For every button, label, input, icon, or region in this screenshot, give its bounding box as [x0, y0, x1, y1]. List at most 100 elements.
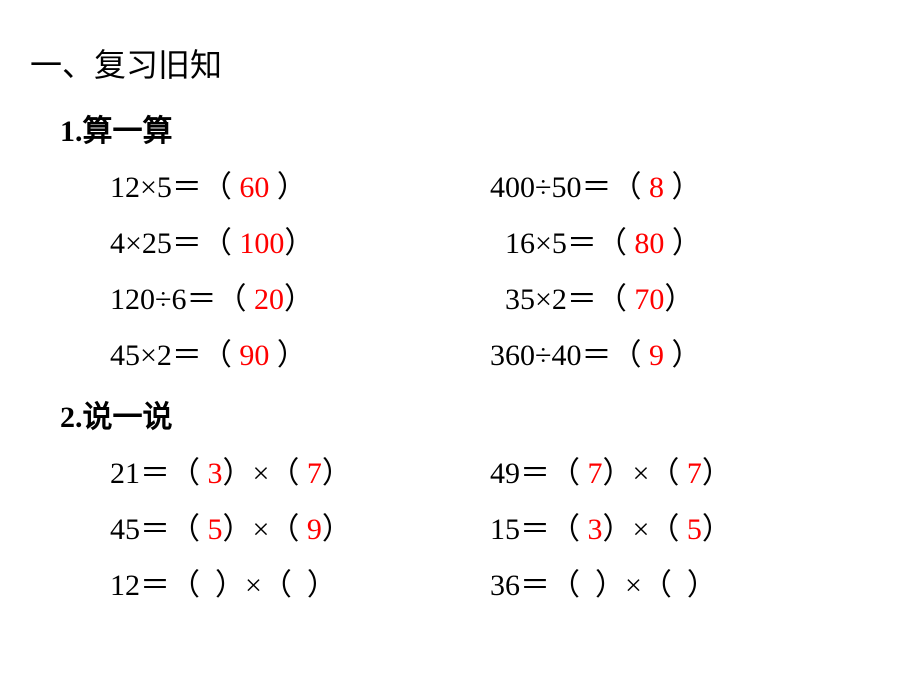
paren-open: （	[202, 171, 232, 204]
multiply: ×	[253, 457, 270, 490]
paren-open: （	[611, 171, 641, 204]
paren-close: ）	[307, 569, 337, 602]
paren-close: ）	[595, 569, 625, 602]
calc-left-4: 45×2＝（ 90 ）	[110, 330, 490, 374]
factor-right-1: 49＝（ 7）×（ 7）	[490, 448, 732, 492]
multiply: ×	[245, 569, 262, 602]
multiply: ×	[633, 457, 650, 490]
paren-close: ）	[672, 227, 702, 260]
factor-right-3: 36＝（ ）×（ ）	[490, 560, 717, 604]
answer: 70	[634, 283, 664, 316]
paren-close: ）	[687, 569, 717, 602]
expr: 45×2＝	[110, 339, 202, 372]
paren-close: ）	[322, 457, 352, 490]
calc-row-1: 12×5＝（ 60 ） 400÷50＝（ 8 ）	[110, 162, 890, 206]
paren-open: （	[642, 569, 672, 602]
paren-open: （	[649, 513, 679, 546]
paren-close: ）	[277, 171, 307, 204]
multiply: ×	[253, 513, 270, 546]
calc-left-1: 12×5＝（ 60 ）	[110, 162, 490, 206]
paren-open: （	[597, 283, 627, 316]
expr: 12×5＝	[110, 171, 202, 204]
answer-a: 3	[588, 513, 603, 546]
factor-left-3: 12＝（ ）×（ ）	[110, 560, 490, 604]
paren-open: （	[550, 569, 580, 602]
expr: 4×25＝	[110, 227, 202, 260]
calc-row-4: 45×2＝（ 90 ） 360÷40＝（ 9 ）	[110, 330, 890, 374]
answer-b: 5	[687, 513, 702, 546]
num: 45＝	[110, 513, 170, 546]
factor-row-2: 45＝（ 5）×（ 9） 15＝（ 3）×（ 5）	[110, 504, 890, 548]
factor-left-1: 21＝（ 3）×（ 7）	[110, 448, 490, 492]
paren-open: （	[550, 513, 580, 546]
calc-row-3: 120÷6＝（ 20） 35×2＝（ 70）	[110, 274, 890, 318]
paren-open: （	[597, 227, 627, 260]
paren-close: ）	[671, 339, 701, 372]
paren-open: （	[202, 227, 232, 260]
factor-row-3: 12＝（ ）×（ ） 36＝（ ）×（ ）	[110, 560, 890, 604]
answer: 9	[649, 339, 664, 372]
num: 36＝	[490, 569, 550, 602]
answer: 100	[239, 227, 284, 260]
answer-a: 7	[588, 457, 603, 490]
paren-open: （	[550, 457, 580, 490]
subsection-2-title: 2.说一说	[60, 392, 890, 436]
paren-open: （	[649, 457, 679, 490]
section-title: 一、复习旧知	[30, 40, 890, 86]
paren-open: （	[170, 569, 200, 602]
num: 49＝	[490, 457, 550, 490]
expr: 360÷40＝	[490, 339, 611, 372]
calc-left-3: 120÷6＝（ 20）	[110, 274, 490, 318]
paren-close: ）	[671, 171, 701, 204]
paren-open: （	[170, 513, 200, 546]
expr: 35×2＝	[505, 283, 597, 316]
answer-b: 7	[687, 457, 702, 490]
subsection-2: 2.说一说 21＝（ 3）×（ 7） 49＝（ 7）×（ 7） 45＝（ 5）×…	[60, 392, 890, 604]
paren-open: （	[216, 283, 246, 316]
answer-a: 5	[208, 513, 223, 546]
paren-close: ）	[702, 513, 732, 546]
calc-right-2: 16×5＝（ 80 ）	[490, 218, 702, 262]
paren-open: （	[611, 339, 641, 372]
answer: 60	[239, 171, 269, 204]
calc-right-4: 360÷40＝（ 9 ）	[490, 330, 701, 374]
paren-close: ）	[603, 513, 633, 546]
paren-close: ）	[223, 457, 253, 490]
answer: 90	[239, 339, 269, 372]
paren-close: ）	[277, 339, 307, 372]
subsection-1: 1.算一算 12×5＝（ 60 ） 400÷50＝（ 8 ） 4×25＝（ 10…	[60, 106, 890, 374]
calc-right-3: 35×2＝（ 70）	[490, 274, 694, 318]
paren-close: ）	[702, 457, 732, 490]
answer-b: 7	[307, 457, 322, 490]
paren-close: ）	[284, 227, 314, 260]
paren-open: （	[269, 457, 299, 490]
calc-left-2: 4×25＝（ 100）	[110, 218, 490, 262]
paren-open: （	[202, 339, 232, 372]
num: 15＝	[490, 513, 550, 546]
answer-a: 3	[208, 457, 223, 490]
multiply: ×	[625, 569, 642, 602]
answer: 8	[649, 171, 664, 204]
paren-close: ）	[603, 457, 633, 490]
multiply: ×	[633, 513, 650, 546]
factor-row-1: 21＝（ 3）×（ 7） 49＝（ 7）×（ 7）	[110, 448, 890, 492]
num: 21＝	[110, 457, 170, 490]
answer: 20	[254, 283, 284, 316]
paren-open: （	[262, 569, 292, 602]
paren-open: （	[269, 513, 299, 546]
paren-close: ）	[664, 283, 694, 316]
expr: 16×5＝	[505, 227, 597, 260]
paren-close: ）	[215, 569, 245, 602]
answer: 80	[634, 227, 664, 260]
paren-close: ）	[284, 283, 314, 316]
subsection-1-title: 1.算一算	[60, 106, 890, 150]
calc-right-1: 400÷50＝（ 8 ）	[490, 162, 701, 206]
answer-b: 9	[307, 513, 322, 546]
expr: 400÷50＝	[490, 171, 611, 204]
paren-close: ）	[322, 513, 352, 546]
factor-right-2: 15＝（ 3）×（ 5）	[490, 504, 732, 548]
paren-open: （	[170, 457, 200, 490]
num: 12＝	[110, 569, 170, 602]
factor-left-2: 45＝（ 5）×（ 9）	[110, 504, 490, 548]
calc-row-2: 4×25＝（ 100） 16×5＝（ 80 ）	[110, 218, 890, 262]
